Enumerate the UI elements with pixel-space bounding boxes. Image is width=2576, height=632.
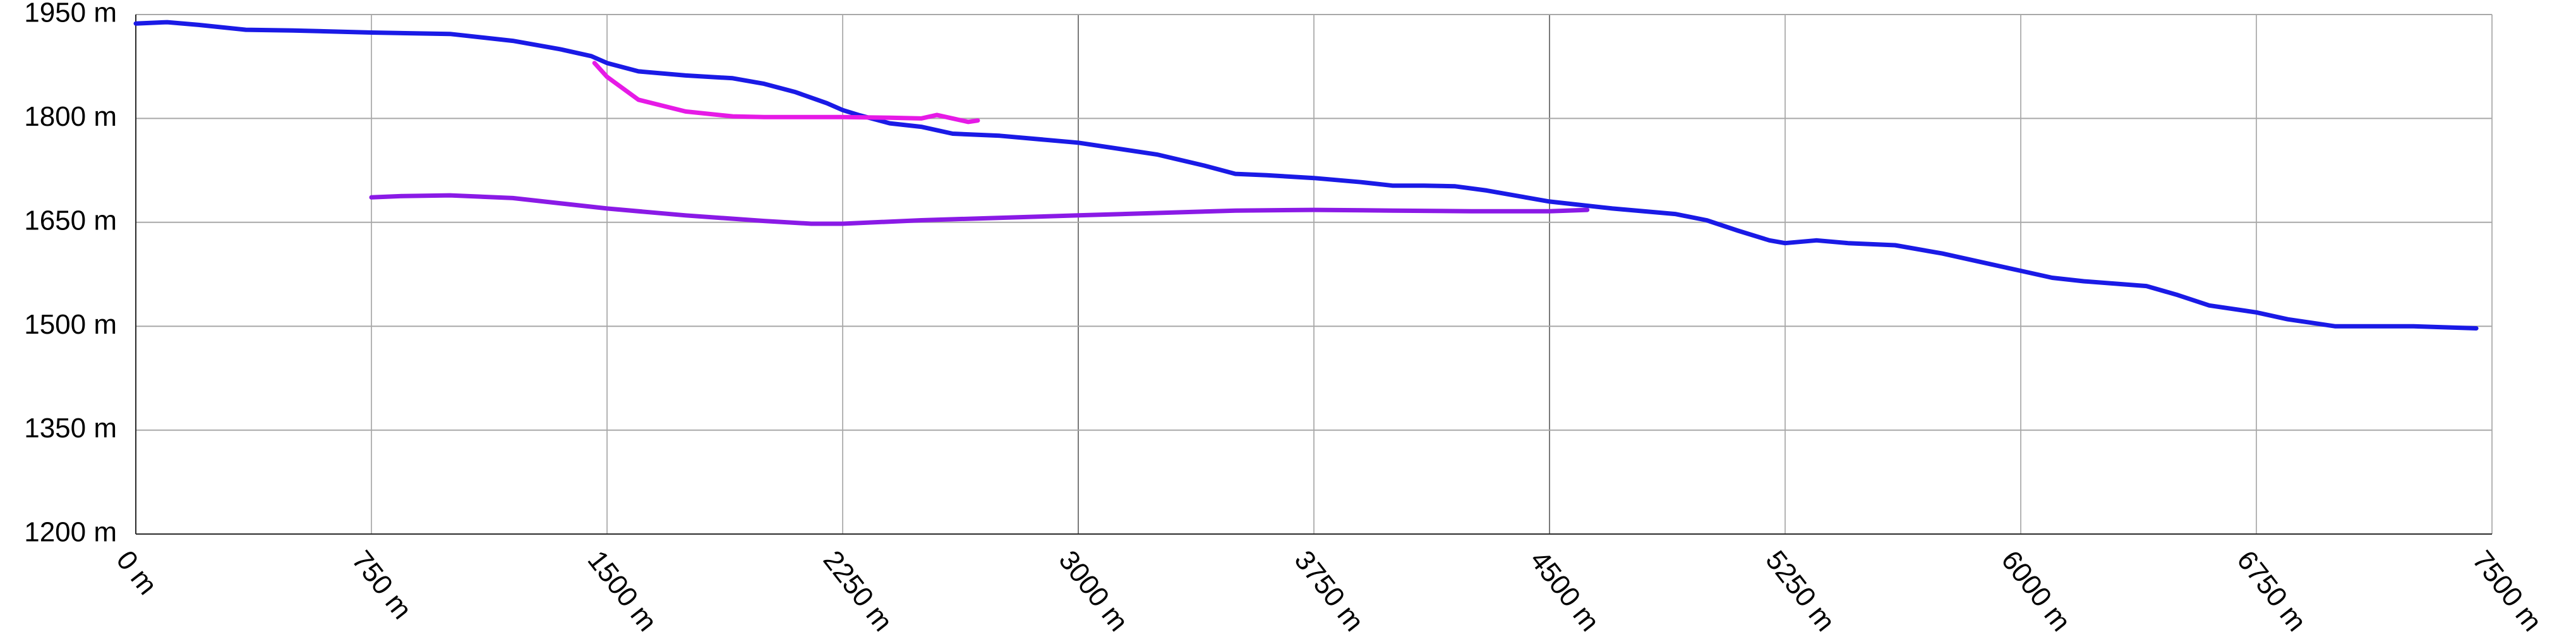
x-tick-label: 3000 m (1053, 545, 1135, 632)
y-tick-label: 1800 m (24, 101, 117, 132)
x-tick-label: 2250 m (817, 545, 899, 632)
grid-lines (136, 14, 2493, 534)
x-tick-label: 4500 m (1524, 545, 1606, 632)
series-line-1 (133, 20, 2479, 331)
y-tick-label: 1950 m (24, 0, 117, 28)
x-tick-label: 0 m (111, 545, 164, 600)
y-tick-label: 1200 m (24, 517, 117, 548)
y-tick-labels: 1200 m 1350 m 1500 m 1650 m 1800 m 1950 m (24, 0, 117, 548)
y-tick-label: 1350 m (24, 413, 117, 444)
x-tick-label: 750 m (346, 545, 418, 625)
x-tick-label: 5250 m (1760, 545, 1841, 632)
series-lines (133, 20, 2479, 331)
x-tick-label: 3750 m (1289, 545, 1370, 632)
x-tick-labels: 0 m 750 m 1500 m 2250 m 3000 m 3750 m 4500 m 52… (111, 545, 2548, 632)
x-tick-label: 7500 m (2467, 545, 2548, 632)
x-tick-label: 6750 m (2231, 545, 2313, 632)
axes (135, 15, 2492, 535)
y-tick-label: 1650 m (24, 205, 117, 236)
y-tick-label: 1500 m (24, 309, 117, 340)
series-line-2 (592, 61, 980, 125)
x-tick-label: 6000 m (1995, 545, 2077, 632)
series-line-3 (369, 193, 1590, 226)
x-tick-label: 1500 m (582, 545, 663, 632)
